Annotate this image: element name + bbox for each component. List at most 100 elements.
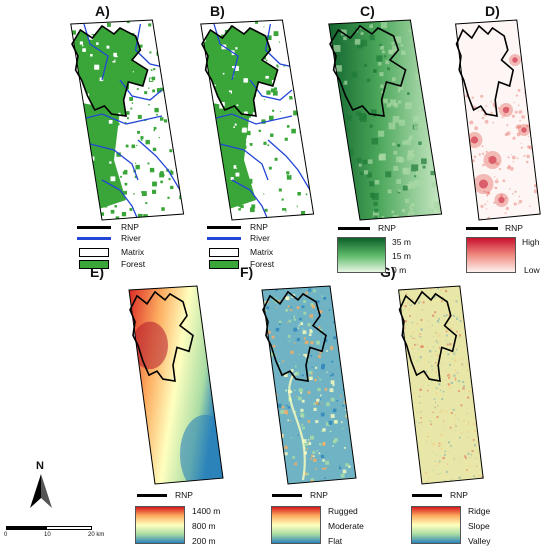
forest-patch xyxy=(186,180,189,183)
canopy-cell xyxy=(442,154,447,159)
canopy-cell xyxy=(436,207,441,212)
landform-cell xyxy=(478,368,480,370)
matrix-patch xyxy=(168,106,174,112)
landform-cell xyxy=(398,393,400,395)
landform-cell xyxy=(419,333,421,335)
landform-cell xyxy=(426,468,428,470)
landform-cell xyxy=(427,385,429,387)
risk-speck xyxy=(495,187,498,190)
landform-cell xyxy=(482,440,484,443)
forest-patch xyxy=(117,182,120,186)
forest-patch xyxy=(86,179,91,185)
landform-cell xyxy=(454,429,456,432)
landform-cell xyxy=(421,345,424,348)
landform-cell xyxy=(468,457,470,459)
ruggedness-cell xyxy=(313,458,317,462)
rnp-boundary xyxy=(329,24,407,117)
landform-cell xyxy=(452,408,455,411)
risk-speck xyxy=(484,203,487,206)
canopy-cell xyxy=(422,33,426,36)
landform-cell xyxy=(444,454,446,456)
canopy-cell xyxy=(369,24,373,28)
landform-cell xyxy=(448,374,452,378)
forest-patch xyxy=(301,211,306,216)
landform-cell xyxy=(431,442,433,444)
matrix-patch xyxy=(230,177,234,180)
landform-cell xyxy=(435,332,437,334)
landform-cell xyxy=(459,320,462,322)
landform-cell xyxy=(404,320,407,323)
landform-cell xyxy=(412,337,414,339)
risk-speck xyxy=(487,156,490,159)
forest-patch xyxy=(145,202,148,205)
matrix-patch xyxy=(243,78,248,83)
matrix-patch xyxy=(305,88,310,93)
landform-cell xyxy=(405,293,408,295)
landform-cell xyxy=(467,452,470,455)
risk-speck xyxy=(490,100,493,103)
forest-patch xyxy=(119,50,122,53)
canopy-cell xyxy=(328,111,335,118)
landform-cell xyxy=(438,383,441,386)
canopy-cell xyxy=(324,25,328,29)
ruggedness-cell xyxy=(328,309,331,311)
risk-speck xyxy=(512,136,516,140)
study-area-fill xyxy=(262,286,356,484)
map-raster xyxy=(324,20,447,220)
matrix-patch xyxy=(236,104,239,107)
canopy-cell xyxy=(411,149,415,152)
study-area-outline xyxy=(261,285,357,485)
forest-patch xyxy=(247,81,249,83)
landform-cell xyxy=(410,464,413,466)
landform-cell xyxy=(455,379,457,381)
ruggedness-cell xyxy=(269,417,272,421)
legend-max: 35 m xyxy=(392,237,411,247)
landform-cell xyxy=(455,351,456,353)
ruggedness-cell xyxy=(313,402,316,405)
ruggedness-cell xyxy=(262,318,265,320)
landform-cell xyxy=(471,415,473,417)
forest-patch xyxy=(75,118,81,124)
landform-cell xyxy=(425,370,428,373)
matrix-patch xyxy=(270,171,274,175)
landform-cell xyxy=(408,450,410,453)
landform-cell xyxy=(401,480,404,482)
landform-cell xyxy=(415,421,417,423)
matrix-patch xyxy=(163,153,169,159)
landform-cell xyxy=(481,333,484,336)
risk-speck xyxy=(506,124,509,127)
forest-patch xyxy=(109,56,115,62)
forest-patch xyxy=(174,97,178,101)
ruggedness-cell xyxy=(279,323,281,325)
canopy-cell xyxy=(441,123,442,129)
ruggedness-cell xyxy=(336,400,339,402)
landform-cell xyxy=(475,457,476,459)
landform-cell xyxy=(468,445,470,447)
landform-cell xyxy=(465,287,467,289)
forest-patch xyxy=(234,101,236,103)
forest-patch xyxy=(116,122,120,126)
forest-patch xyxy=(90,140,95,145)
forest-patch xyxy=(204,42,207,45)
forest-patch xyxy=(170,169,173,172)
ruggedness-cell xyxy=(355,320,356,322)
landform-cell xyxy=(440,311,442,313)
risk-speck xyxy=(540,202,541,205)
matrix-patch xyxy=(231,49,235,53)
risk-hotspot xyxy=(470,136,479,144)
matrix-patch xyxy=(296,174,302,179)
landform-cell xyxy=(455,316,458,319)
matrix-patch xyxy=(292,125,296,130)
forest-patch xyxy=(202,26,278,116)
landform-cell xyxy=(474,444,476,447)
ruggedness-cell xyxy=(321,454,325,458)
forest-patch xyxy=(116,51,121,56)
matrix-patch xyxy=(158,92,163,97)
canopy-cell xyxy=(443,107,447,111)
risk-speck xyxy=(536,94,540,98)
landform-cell xyxy=(416,323,419,325)
rnp-boundary xyxy=(262,290,327,382)
study-area-outline xyxy=(398,285,484,485)
matrix-patch xyxy=(110,176,116,182)
ruggedness-cell xyxy=(354,449,356,452)
